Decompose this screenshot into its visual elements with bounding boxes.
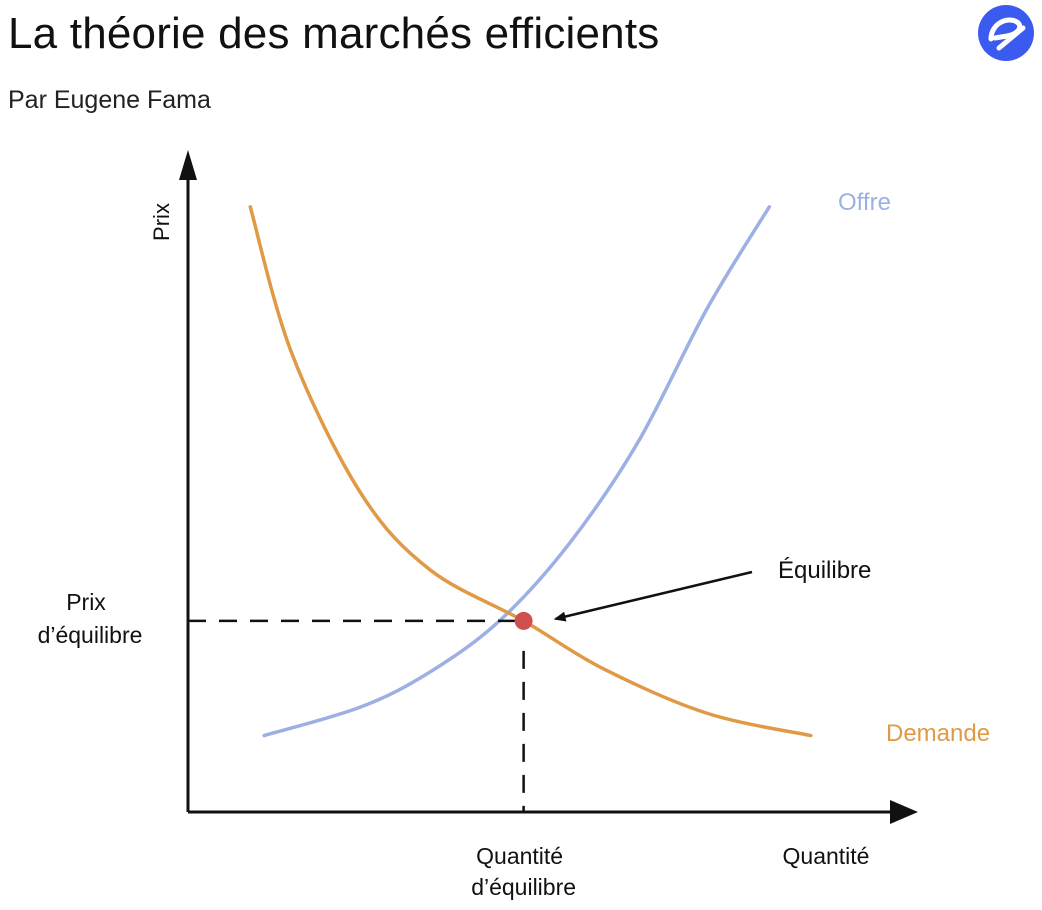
equilibrium-quantity-label-line-2: d’équilibre	[471, 874, 576, 900]
logo-slash-stroke	[996, 25, 1026, 51]
brand-logo-icon	[978, 5, 1034, 61]
equilibrium-quantity-label-line-1: Quantité	[476, 843, 563, 869]
series-label-offre: Offre	[838, 189, 891, 216]
equilibrium-price-label-line-1: Prix	[66, 589, 106, 615]
x-axis-arrow-icon	[890, 800, 918, 824]
equilibrium-point	[514, 611, 533, 630]
x-axis-label: Quantité	[783, 843, 870, 869]
series-line-offre	[262, 205, 772, 738]
series-line-demande	[248, 205, 813, 738]
equilibrium-arrow-icon	[553, 570, 753, 622]
page-title: La théorie des marchés efficients	[8, 9, 660, 58]
y-axis-label: Prix	[149, 203, 174, 241]
y-axis-arrow-icon	[179, 150, 197, 180]
series-label-demande: Demande	[886, 720, 990, 747]
author-subtitle: Par Eugene Fama	[8, 86, 211, 114]
equilibrium-label: Équilibre	[778, 557, 871, 584]
equilibrium-price-label-line-2: d’équilibre	[38, 622, 143, 648]
logo-circle	[978, 5, 1034, 61]
